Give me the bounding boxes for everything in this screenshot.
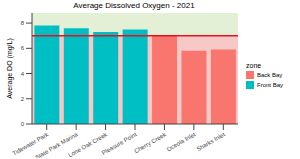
svg-text:Cherry Creek: Cherry Creek	[133, 131, 168, 155]
svg-text:0: 0	[21, 121, 25, 127]
html-text:zone: zone	[246, 62, 262, 69]
svg-text:Average DO (mg/L): Average DO (mg/L)	[8, 38, 14, 99]
svg-text:4: 4	[21, 71, 25, 77]
svg-text:2: 2	[21, 96, 25, 102]
svg-text:Oceola Inlet: Oceola Inlet	[166, 131, 197, 152]
html-text:Front Bay: Front Bay	[257, 82, 283, 88]
svg-text:8: 8	[21, 20, 25, 26]
svg-text:Sharks Inlet: Sharks Inlet	[195, 131, 226, 152]
svg-text:6: 6	[21, 45, 25, 51]
html-text:Average Dissolved Oxygen - 202: Average Dissolved Oxygen - 2021	[73, 1, 195, 10]
svg-text:Pleasure Point: Pleasure Point	[101, 131, 138, 156]
html-text:Back Bay: Back Bay	[257, 72, 283, 78]
svg-text:Tidewater Park: Tidewater Park	[11, 131, 50, 157]
